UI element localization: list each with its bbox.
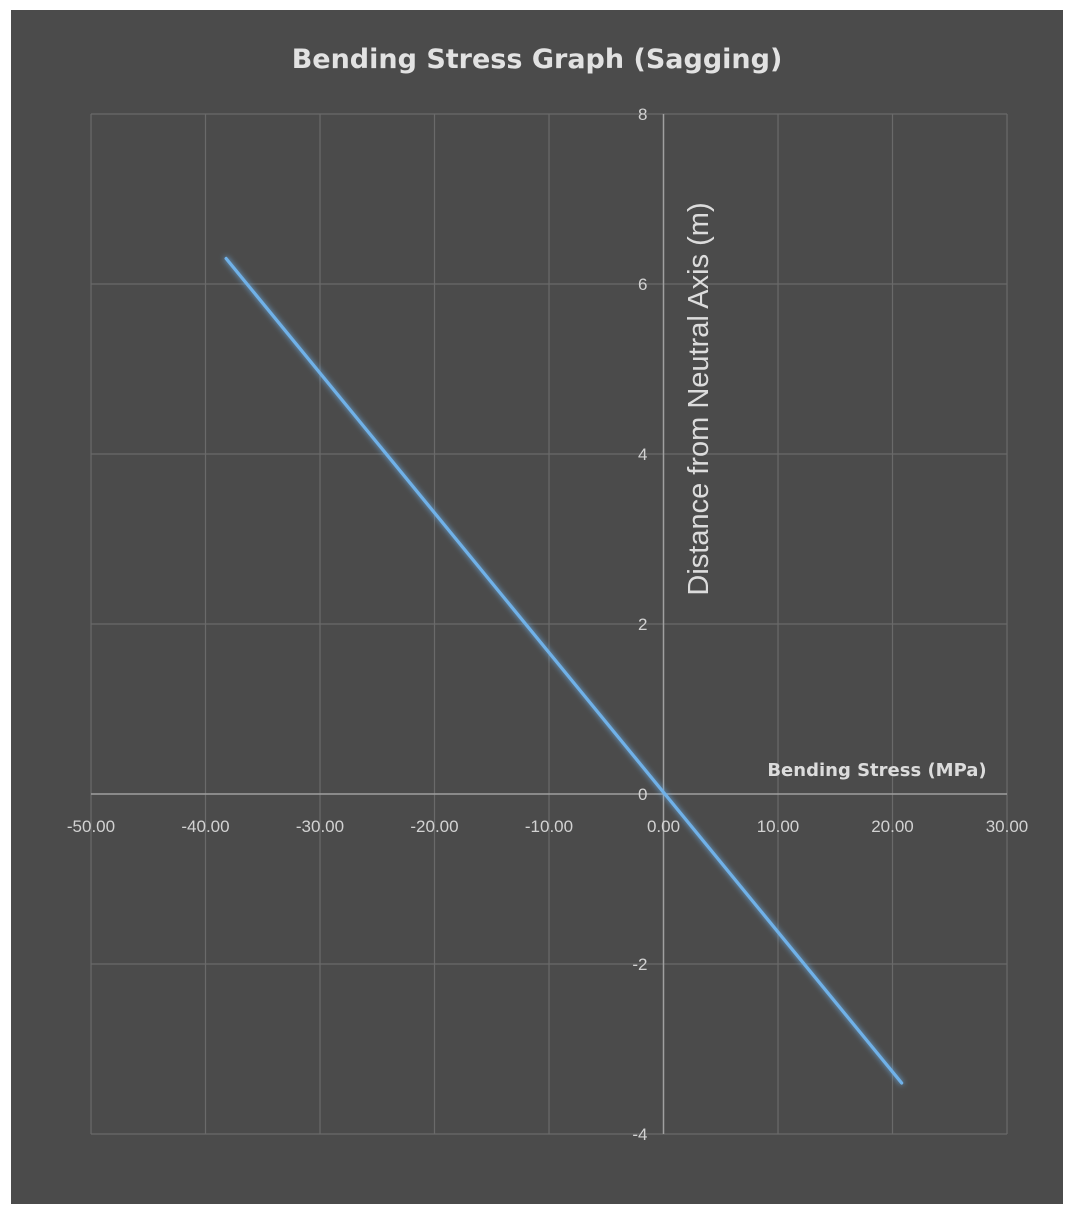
y-tick-label: 6 [638,275,647,294]
x-tick-label: -10.00 [525,817,573,836]
axes [91,114,1007,1134]
x-tick-label: 10.00 [757,817,800,836]
y-tick-label: 2 [638,615,647,634]
y-tick-label: -2 [632,955,647,974]
y-tick-label: 0 [638,785,647,804]
y-tick-label: 4 [638,445,647,464]
x-tick-label: -40.00 [181,817,229,836]
y-tick-label: 8 [638,105,647,124]
series-line-0 [224,256,904,1085]
series [224,256,904,1085]
x-axis-label: Bending Stress (MPa) [767,760,986,781]
chart-area: -50.00 -40.00 -30.00 -20.00 -10.00 0.00 10.00 2… [11,10,1063,1204]
bending-stress-chart: -50.00 -40.00 -30.00 -20.00 -10.00 0.00 10.00 2… [67,44,1028,1144]
y-tick-label: -4 [632,1125,647,1144]
x-tick-label: -30.00 [296,817,344,836]
chart-title: Bending Stress Graph (Sagging) [292,44,783,75]
x-tick-label: -50.00 [67,817,115,836]
tick-labels: -50.00 -40.00 -30.00 -20.00 -10.00 0.00 10.00 2… [67,105,1028,1144]
x-tick-label: 20.00 [871,817,914,836]
x-tick-label: 0.00 [647,817,680,836]
grid-lines [90,113,1008,1135]
x-tick-label: 30.00 [986,817,1029,836]
x-tick-label: -20.00 [410,817,458,836]
y-axis-label: Distance from Neutral Axis (m) [683,202,715,595]
